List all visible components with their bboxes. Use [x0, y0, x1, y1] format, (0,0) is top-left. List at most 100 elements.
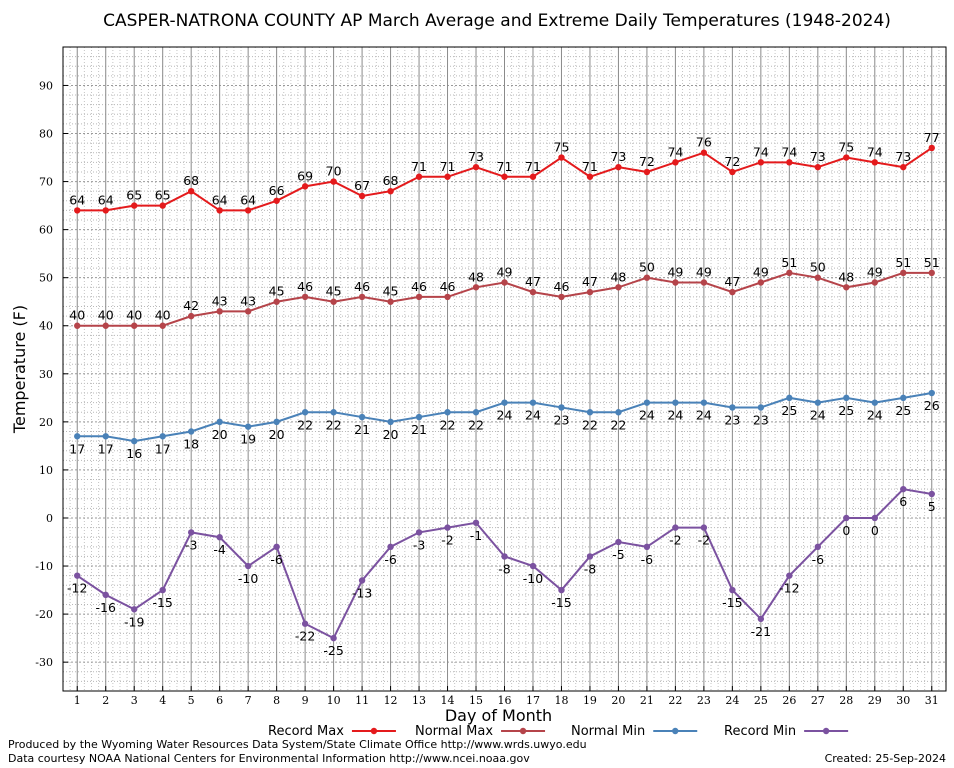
data-label: 72	[639, 154, 655, 169]
data-point	[415, 529, 423, 536]
x-tick-label: 14	[441, 694, 455, 707]
x-tick-label: 27	[811, 694, 825, 707]
data-point	[330, 298, 337, 305]
data-point	[444, 293, 451, 301]
data-point	[387, 187, 394, 195]
data-label: 25	[781, 403, 797, 418]
x-tick-label: 15	[469, 694, 483, 707]
data-point	[672, 279, 679, 286]
data-label: 64	[212, 192, 228, 207]
data-point	[786, 159, 793, 166]
legend-label: Record Max	[268, 724, 344, 739]
data-point	[814, 399, 822, 406]
data-label: -12	[67, 581, 87, 596]
legend-item-normal-min: Normal Min	[571, 724, 698, 739]
data-label: -6	[641, 552, 654, 567]
legend-label: Normal Min	[571, 724, 645, 739]
data-point	[643, 543, 651, 551]
data-label: 24	[667, 408, 683, 423]
data-label: -15	[722, 595, 742, 610]
data-label: 25	[895, 403, 911, 418]
data-point	[216, 308, 223, 315]
data-label: 46	[411, 279, 427, 294]
data-point	[558, 404, 565, 411]
data-label: 70	[326, 164, 342, 179]
data-label: -1	[470, 528, 482, 543]
x-tick-label: 24	[725, 694, 739, 707]
data-label: 64	[240, 192, 256, 207]
x-tick-label: 16	[498, 694, 512, 707]
data-label: 73	[810, 149, 826, 164]
x-tick-label: 30	[896, 694, 910, 707]
data-point	[700, 399, 708, 406]
data-point	[216, 207, 223, 214]
data-point	[900, 394, 907, 402]
legend-swatch-marker	[672, 727, 679, 735]
data-point	[729, 168, 736, 176]
data-point	[900, 485, 907, 493]
data-point	[529, 562, 537, 570]
x-tick-label: 25	[754, 694, 768, 707]
data-label: 73	[468, 149, 484, 164]
data-label: 51	[781, 255, 797, 270]
x-tick-label: 11	[355, 694, 369, 707]
data-point	[529, 173, 537, 180]
data-label: 65	[126, 188, 142, 203]
data-point	[444, 409, 451, 416]
data-label: 69	[297, 168, 313, 183]
x-tick-label: 3	[131, 694, 138, 707]
data-point	[814, 274, 822, 281]
data-label: 73	[895, 149, 911, 164]
data-point	[187, 428, 195, 435]
data-label: 22	[326, 417, 342, 432]
data-label: -5	[612, 547, 624, 562]
data-label: 47	[525, 274, 541, 289]
data-label: -2	[669, 533, 681, 548]
x-tick-label: 10	[327, 694, 341, 707]
y-tick-label: 90	[39, 79, 53, 92]
data-label: 24	[639, 408, 655, 423]
data-point	[501, 279, 508, 286]
data-point	[586, 173, 594, 180]
x-tick-label: 8	[273, 694, 280, 707]
data-label: -13	[352, 585, 372, 600]
footer-created-date: Created: 25-Sep-2024	[825, 752, 946, 765]
data-label: 47	[724, 274, 740, 289]
data-point	[501, 399, 508, 406]
legend-swatch-marker	[822, 727, 830, 735]
data-point	[529, 399, 537, 406]
data-label: 66	[269, 183, 285, 198]
data-label: 17	[98, 441, 114, 456]
data-label: 24	[867, 408, 883, 423]
x-tick-label: 5	[188, 694, 195, 707]
data-point	[273, 197, 280, 204]
data-label: 68	[383, 173, 399, 188]
data-point	[843, 394, 850, 402]
data-label: 67	[354, 178, 370, 193]
x-tick-label: 23	[697, 694, 711, 707]
data-point	[729, 586, 736, 594]
data-point	[358, 577, 366, 584]
data-label: 40	[155, 308, 171, 323]
x-tick-label: 7	[245, 694, 252, 707]
data-point	[586, 288, 594, 296]
data-point	[387, 543, 394, 551]
data-point	[244, 308, 252, 315]
data-label: 74	[781, 144, 797, 159]
data-label: 49	[696, 264, 712, 279]
data-point	[472, 519, 480, 526]
data-label: -6	[812, 552, 825, 567]
data-point	[672, 159, 679, 166]
data-label: -16	[96, 600, 116, 615]
data-point	[843, 514, 850, 522]
y-tick-label: 40	[39, 320, 53, 333]
x-tick-label: 18	[554, 694, 568, 707]
x-tick-label: 17	[526, 694, 540, 707]
data-label: 72	[724, 154, 740, 169]
x-tick-label: 12	[384, 694, 398, 707]
data-point	[159, 433, 166, 440]
data-point	[102, 433, 109, 440]
x-tick-label: 21	[640, 694, 654, 707]
data-point	[786, 394, 793, 402]
x-tick-label: 22	[668, 694, 682, 707]
